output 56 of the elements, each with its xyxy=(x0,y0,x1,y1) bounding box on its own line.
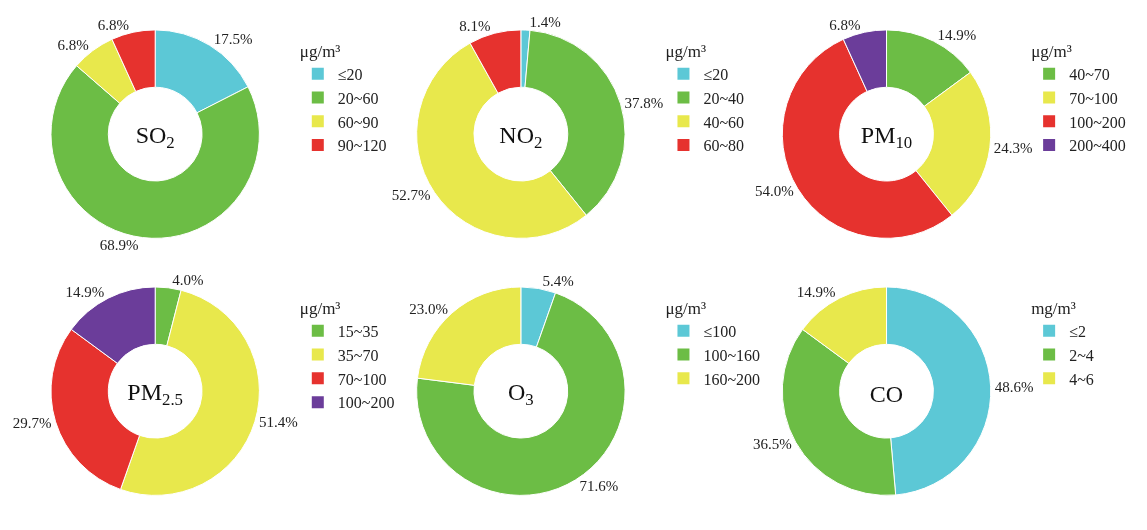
data-label: 14.9% xyxy=(796,283,836,300)
legend-label: 160~200 xyxy=(703,370,761,388)
legend-label: 100~160 xyxy=(703,346,761,364)
legend-title: μg/m³ xyxy=(1031,41,1072,61)
legend-label: 20~60 xyxy=(337,89,379,107)
data-label: 37.8% xyxy=(624,95,664,112)
data-label: 24.3% xyxy=(993,139,1033,156)
data-label: 8.1% xyxy=(459,17,491,34)
data-label: 4.0% xyxy=(172,271,204,288)
text: O$_{3}$ xyxy=(507,379,534,410)
data-label: 5.4% xyxy=(542,272,574,289)
data-label: 14.9% xyxy=(937,26,977,43)
legend-label: ≤20 xyxy=(703,65,729,83)
data-label: 48.6% xyxy=(994,378,1034,395)
data-label: 17.5% xyxy=(213,31,253,48)
legend-label: 15~35 xyxy=(337,322,379,340)
data-label: 6.8% xyxy=(829,16,861,33)
legend-label: 40~70 xyxy=(1069,65,1110,83)
data-label: 68.9% xyxy=(99,237,139,254)
legend-label: 90~120 xyxy=(337,137,387,155)
legend-title: μg/m³ xyxy=(299,41,341,61)
text: NO$_{2}$ xyxy=(499,122,543,153)
data-label: 54.0% xyxy=(755,183,794,200)
legend-title: μg/m³ xyxy=(299,298,341,318)
data-label: 51.4% xyxy=(258,414,298,431)
text: PM$_{10}$ xyxy=(860,122,913,153)
legend-label: 2~4 xyxy=(1069,346,1094,364)
data-label: 14.9% xyxy=(65,283,105,300)
legend-label: 200~400 xyxy=(1069,137,1126,155)
legend-label: 35~70 xyxy=(337,346,379,364)
data-label: 6.8% xyxy=(57,37,89,54)
data-label: 71.6% xyxy=(579,477,619,494)
text: PM$_{2.5}$ xyxy=(127,379,184,410)
legend-label: 70~100 xyxy=(337,370,387,388)
data-label: 1.4% xyxy=(529,14,561,31)
text: CO xyxy=(869,381,904,408)
legend-label: 40~60 xyxy=(703,113,745,131)
legend-title: μg/m³ xyxy=(665,41,707,61)
legend-label: 70~100 xyxy=(1069,89,1118,107)
data-label: 6.8% xyxy=(97,16,130,33)
legend-label: 60~90 xyxy=(337,113,379,131)
legend-label: ≤20 xyxy=(337,65,363,83)
legend-label: 20~40 xyxy=(703,89,745,107)
data-label: 36.5% xyxy=(752,436,792,453)
legend-title: mg/m³ xyxy=(1031,298,1076,318)
data-label: 29.7% xyxy=(12,414,52,431)
legend-label: 100~200 xyxy=(337,394,395,412)
text: SO$_{2}$ xyxy=(135,122,175,153)
data-label: 52.7% xyxy=(391,186,431,203)
legend-label: 4~6 xyxy=(1069,370,1094,388)
legend-title: μg/m³ xyxy=(665,298,707,318)
legend-label: 100~200 xyxy=(1069,113,1126,131)
data-label: 23.0% xyxy=(409,300,448,317)
legend-label: ≤100 xyxy=(703,322,737,340)
legend-label: 60~80 xyxy=(703,137,745,155)
legend-label: ≤2 xyxy=(1069,322,1086,340)
